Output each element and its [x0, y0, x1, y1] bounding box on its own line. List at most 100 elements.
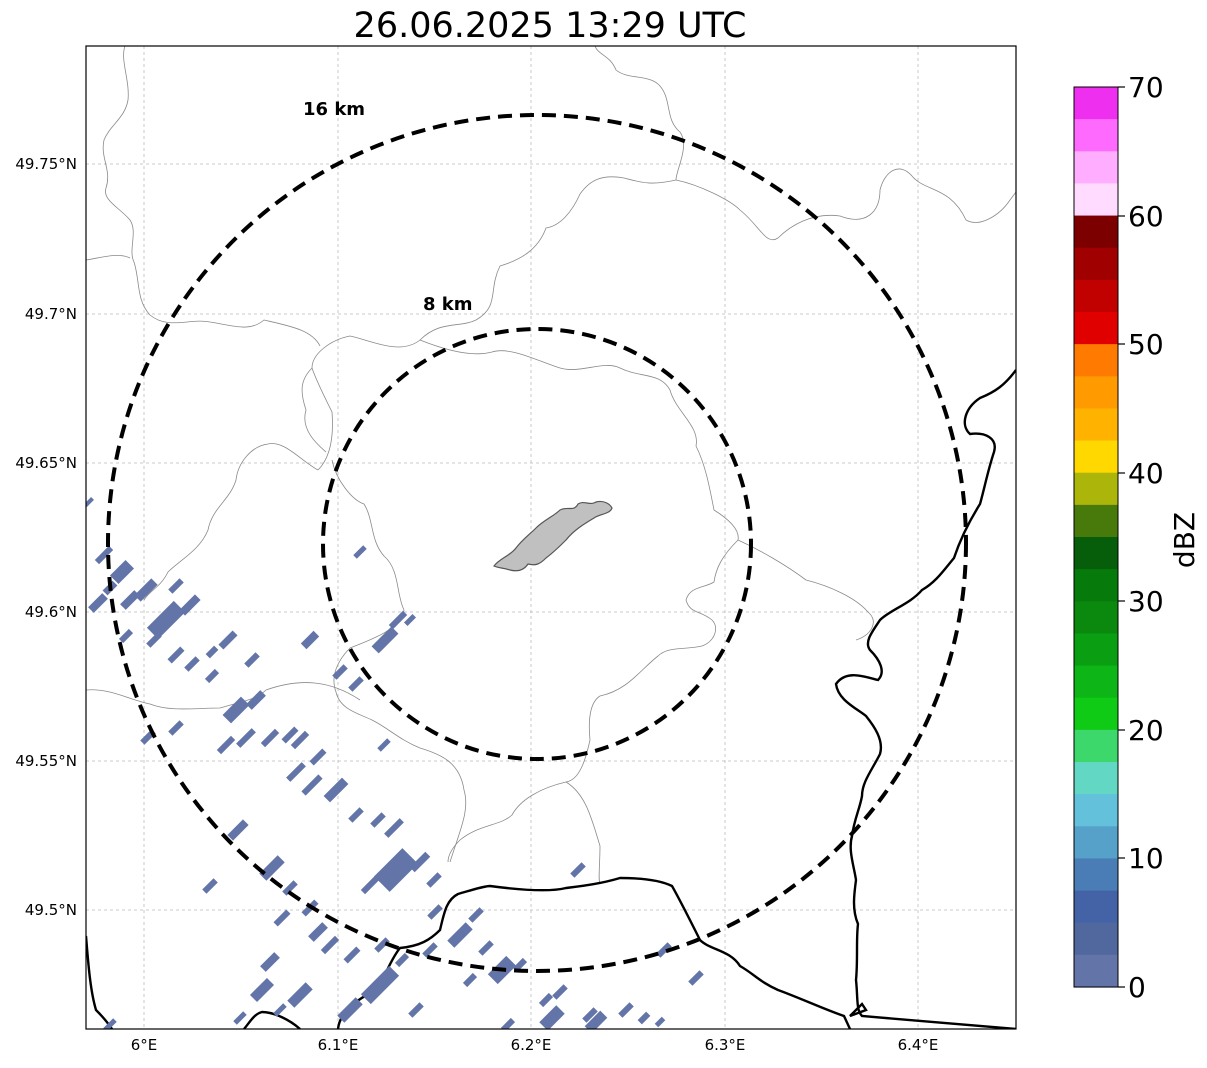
echo-cell: [539, 1005, 565, 1029]
echo-cell: [323, 777, 349, 803]
colorbar-segment: [1074, 729, 1118, 763]
echo-cell: [290, 730, 310, 750]
echo-cell: [202, 878, 218, 894]
colorbar-tick-label: 40: [1128, 457, 1164, 490]
echo-cell: [377, 738, 391, 752]
echo-cell: [409, 851, 431, 873]
lat-tick: 49.7°N: [25, 305, 77, 323]
colorbar-segment: [1074, 794, 1118, 827]
colorbar-segment: [1074, 215, 1118, 249]
echo-cell: [233, 1011, 247, 1025]
admin-boundaries: [86, 46, 1016, 885]
colorbar-segment: [1074, 408, 1118, 442]
range-ring-label-8km: 8 km: [423, 294, 473, 315]
echo-cell: [427, 904, 443, 920]
echo-cell: [204, 668, 220, 684]
colorbar-segment: [1074, 87, 1118, 120]
colorbar-segment: [1074, 954, 1118, 988]
echo-cell: [374, 937, 390, 953]
colorbar-segment: [1074, 504, 1118, 538]
colorbar-tick-label: 20: [1128, 714, 1164, 747]
colorbar-segment: [1074, 601, 1118, 635]
echo-cell: [168, 578, 184, 594]
colorbar-segment: [1074, 890, 1118, 924]
echo-cell: [146, 632, 162, 648]
echo-cell: [205, 645, 219, 659]
colorbar-segment: [1074, 665, 1118, 699]
echo-cell: [249, 977, 275, 1003]
echo-cell: [584, 1010, 608, 1029]
gridlines: [86, 46, 1016, 1029]
range-rings: [106, 113, 968, 973]
echo-cell: [462, 972, 478, 988]
colorbar-segment: [1074, 312, 1118, 345]
echo-cell: [468, 907, 484, 923]
echo-cell: [332, 664, 348, 680]
echo-cell: [260, 952, 280, 972]
map-title: 26.06.2025 13:29 UTC: [354, 6, 747, 46]
echo-cell: [408, 1002, 424, 1018]
lat-tick: 49.75°N: [15, 155, 77, 173]
lon-tick: 6.4°E: [898, 1036, 939, 1054]
echo-cell: [337, 997, 363, 1023]
colorbar-segment: [1074, 633, 1118, 667]
echo-cell: [236, 728, 256, 748]
lat-tick: 49.65°N: [15, 454, 77, 472]
map-frame: [85, 45, 1017, 1030]
lon-tick: 6.2°E: [511, 1036, 552, 1054]
range-ring-16km: [106, 113, 968, 973]
echo-cell: [103, 1018, 117, 1029]
echo-cell: [301, 774, 323, 796]
colorbar-segment: [1074, 826, 1118, 860]
colorbar-tick-label: 60: [1128, 200, 1164, 233]
echo-cell: [167, 646, 185, 664]
echo-cell: [184, 656, 200, 672]
echo-cell: [88, 593, 108, 613]
lat-tick: 49.6°N: [25, 603, 77, 621]
echo-cell: [360, 875, 380, 895]
echo-cell: [300, 630, 320, 650]
echo-cell: [403, 613, 417, 627]
colorbar-segments: [1074, 87, 1118, 988]
colorbar-label: dBZ: [1168, 512, 1201, 568]
echo-cell: [246, 690, 266, 710]
colorbar-ticks: [1118, 86, 1125, 988]
lat-tick-labels: 49.75°N 49.7°N 49.65°N 49.6°N 49.55°N 49…: [15, 155, 77, 919]
colorbar-frame: [1073, 86, 1119, 988]
colorbar-segment: [1074, 569, 1118, 602]
lon-tick: 6.1°E: [318, 1036, 359, 1054]
echo-cell: [353, 545, 367, 559]
echo-cell: [287, 982, 313, 1008]
echo-cell: [286, 762, 306, 782]
echo-cell: [118, 628, 134, 644]
colorbar-segment: [1074, 119, 1118, 152]
colorbar-tick-label: 50: [1128, 328, 1164, 361]
echo-cell: [394, 952, 410, 968]
echo-cell: [216, 735, 236, 755]
lon-tick: 6°E: [131, 1036, 158, 1054]
echo-cell: [146, 600, 186, 640]
echo-cell: [227, 819, 249, 841]
echo-cell: [538, 992, 554, 1008]
colorbar-segment: [1074, 376, 1118, 410]
echo-cell: [273, 909, 291, 927]
lon-tick-labels: 6°E 6.1°E 6.2°E 6.3°E 6.4°E: [131, 1036, 939, 1054]
echo-cell: [360, 965, 400, 1005]
echo-cell: [371, 626, 399, 654]
echo-cell: [282, 880, 298, 896]
colorbar-tick-label: 0: [1128, 971, 1146, 1004]
echo-cell: [370, 812, 386, 828]
echo-cell: [348, 807, 364, 823]
town-shape: [493, 500, 613, 572]
colorbar-segment: [1074, 697, 1118, 731]
colorbar-segment: [1074, 762, 1118, 795]
colorbar-segment: [1074, 440, 1118, 474]
range-ring-8km: [321, 327, 753, 761]
echo-cell: [374, 848, 418, 892]
echo-cell: [259, 855, 285, 881]
colorbar-segment: [1074, 472, 1118, 506]
echo-cell: [447, 922, 473, 948]
echo-cell: [656, 942, 672, 958]
echo-cell: [637, 1011, 651, 1025]
colorbar-tick-labels: 70 60 50 40 30 20 10 0: [1128, 71, 1164, 1004]
